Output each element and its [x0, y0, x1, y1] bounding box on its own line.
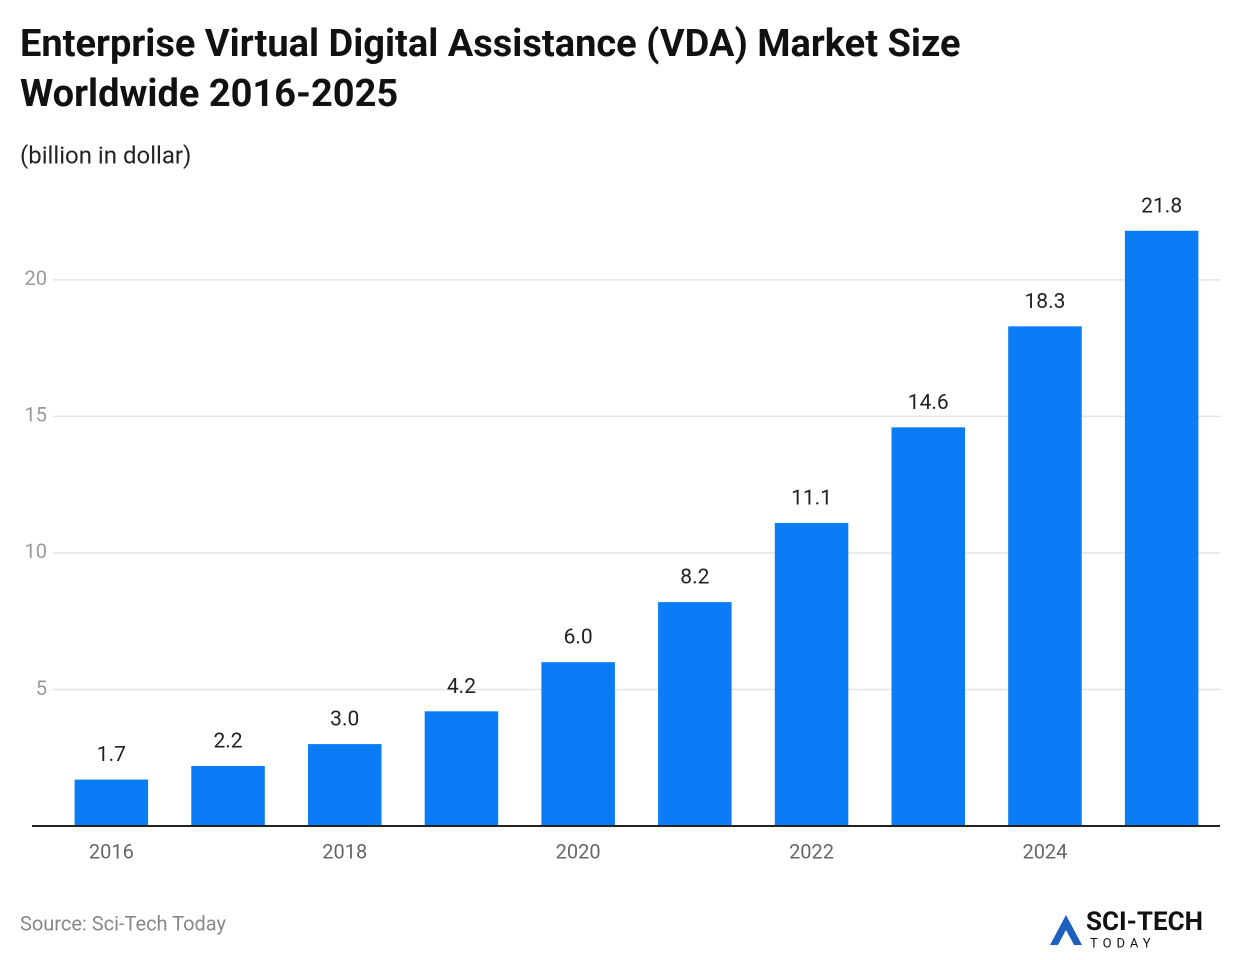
bar [74, 779, 149, 826]
value-label: 2.2 [213, 729, 242, 753]
x-tick-label: 2016 [89, 839, 134, 863]
x-tick-label: 2018 [322, 839, 367, 863]
bar [1008, 326, 1082, 826]
y-tick-label: 10 [25, 539, 47, 563]
y-tick-label: 5 [36, 676, 47, 700]
value-label: 3.0 [330, 708, 359, 732]
logo-icon-inner [1058, 930, 1074, 945]
value-label: 11.1 [791, 486, 832, 510]
value-label: 18.3 [1024, 290, 1065, 314]
value-label: 1.7 [97, 743, 126, 767]
logo-name: SCI-TECH [1086, 907, 1203, 937]
value-label: 6.0 [564, 626, 593, 650]
bar [307, 744, 382, 826]
chart-title: Enterprise Virtual Digital Assistance (V… [20, 22, 961, 116]
y-tick-label: 15 [25, 403, 47, 427]
logo: SCI-TECH TODAY [1050, 907, 1203, 951]
bar [1124, 230, 1199, 827]
x-tick-label: 2022 [789, 839, 834, 863]
bar [658, 602, 732, 826]
value-label: 21.8 [1141, 194, 1182, 218]
source: Source: Sci-Tech Today [20, 911, 227, 935]
bar [191, 765, 265, 826]
value-label: 4.2 [447, 675, 476, 699]
bar [541, 662, 615, 826]
x-tick-label: 2024 [1022, 839, 1067, 863]
y-tick-label: 20 [25, 266, 47, 290]
value-label: 8.2 [680, 566, 709, 590]
bar [891, 427, 966, 826]
bar [424, 711, 499, 826]
logo-tagline: TODAY [1090, 936, 1156, 951]
bar [774, 522, 849, 826]
x-tick-label: 2020 [556, 839, 601, 863]
chart-subtitle: (billion in dollar) [20, 141, 191, 169]
value-label: 14.6 [908, 391, 949, 415]
